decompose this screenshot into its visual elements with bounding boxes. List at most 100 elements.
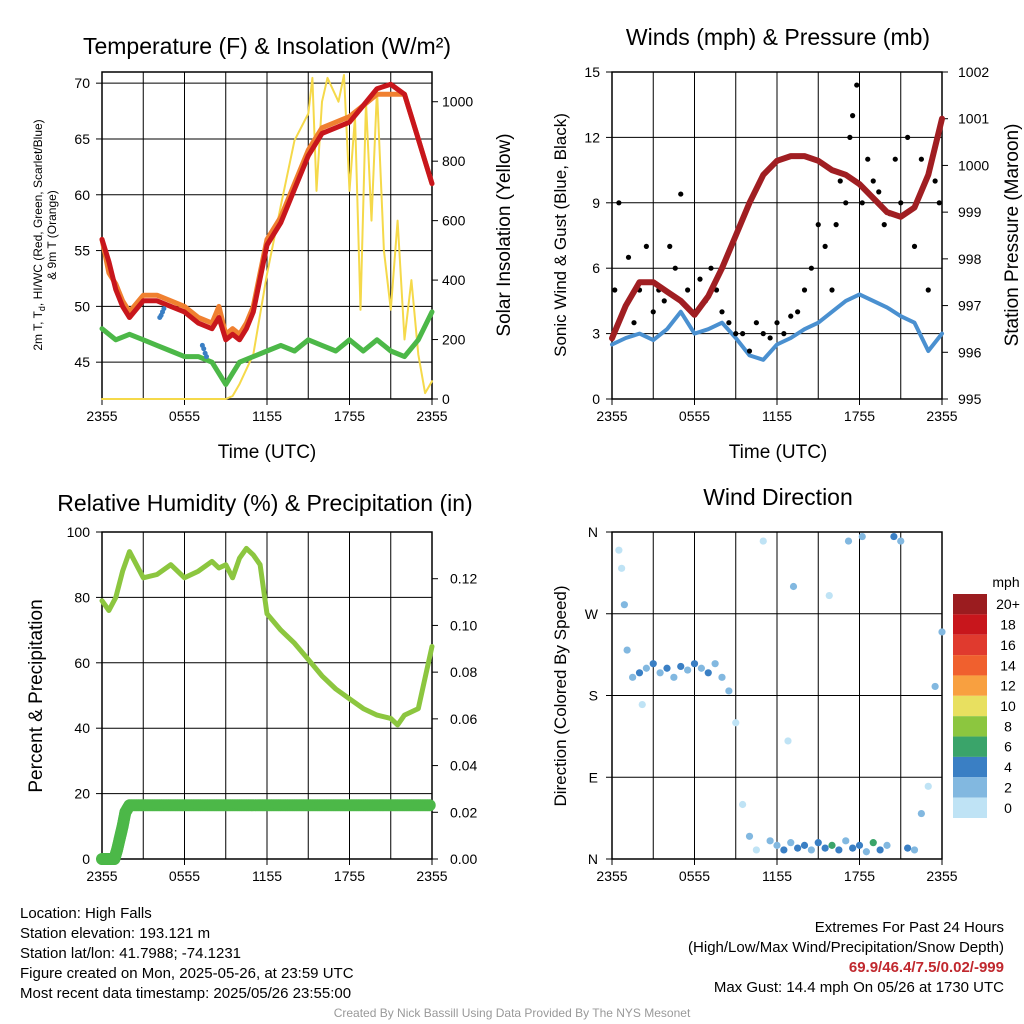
direction-point — [910, 846, 919, 854]
location-text: Location: High Falls — [20, 905, 152, 922]
x-tick-label: 1755 — [334, 868, 365, 884]
direction-point — [821, 844, 829, 852]
direction-point — [780, 846, 788, 854]
colorbar-label: 0 — [1004, 800, 1012, 816]
direction-point — [718, 673, 726, 681]
direction-point — [807, 846, 815, 854]
gust-point — [822, 243, 828, 249]
direction-point — [794, 844, 802, 852]
x-tick-label: 1155 — [762, 868, 792, 884]
direction-ylabel: Direction (Colored By Speed) — [551, 585, 570, 806]
gust-point — [911, 243, 918, 249]
pressure-ylabel: Station Pressure (Maroon) — [1002, 124, 1023, 347]
gust-point — [870, 178, 876, 184]
colorbar-label: 14 — [1000, 657, 1016, 673]
y2-tick-label: 998 — [958, 251, 982, 267]
winds-chart: Winds (mph) & Pressure (mb) 0 3 6 9 12 15 995 99… — [551, 24, 1023, 463]
heat-index-point — [161, 306, 167, 312]
direction-point — [649, 660, 657, 668]
x-tick-label: 2355 — [416, 408, 447, 424]
x-tick-label: 1155 — [252, 868, 282, 884]
created-text: Figure created on Mon, 2025-05-26, at 23… — [20, 965, 354, 982]
x-tick-label: 2355 — [926, 408, 957, 424]
extremes-subtitle: (High/Low/Max Wind/Precipitation/Snow De… — [688, 939, 1004, 956]
direction-point — [800, 841, 809, 849]
colorbar-cell — [953, 614, 987, 635]
y-tick-label: 80 — [74, 589, 90, 605]
gust-point — [685, 287, 691, 293]
max-gust-text: Max Gust: 14.4 mph On 05/26 at 1730 UTC — [713, 979, 1004, 996]
direction-point — [697, 664, 705, 672]
y-tick-label: W — [585, 606, 599, 622]
colorbar-cell — [953, 594, 987, 615]
gust-point — [661, 298, 667, 304]
direction-point — [784, 737, 792, 745]
gust-point — [616, 200, 622, 206]
solar-ylabel: Solar Insolation (Yellow) — [494, 133, 515, 336]
y-tick-label: 45 — [74, 354, 90, 370]
y-tick-label: E — [589, 769, 598, 785]
direction-point — [670, 673, 678, 681]
y2-tick-label: 1000 — [958, 157, 989, 173]
gust-point — [850, 113, 856, 119]
direction-point — [828, 841, 836, 849]
winds-xlabel: Time (UTC) — [729, 442, 828, 463]
direction-point — [725, 687, 733, 695]
direction-point — [814, 839, 822, 847]
direction-point — [623, 646, 631, 654]
y2-tick-label: 0.06 — [450, 711, 477, 727]
x-tick-label: 0555 — [679, 868, 710, 884]
gust-point — [847, 134, 853, 140]
direction-point — [773, 841, 781, 849]
y2-tick-label: 200 — [442, 332, 466, 348]
colorbar-cell — [953, 675, 987, 696]
gust-point — [876, 189, 882, 195]
station-info: Location: High Falls Station elevation: … — [20, 904, 354, 1004]
y2-tick-label: 1002 — [958, 64, 989, 80]
colorbar-cell — [953, 756, 987, 778]
y-tick-label: S — [589, 688, 598, 704]
y-tick-label: 55 — [74, 243, 90, 259]
temperature-chart: Temperature (F) & Insolation (W/m²) 45 50 5… — [31, 33, 515, 463]
y2-tick-label: 0.04 — [450, 758, 477, 774]
temperature-xlabel: Time (UTC) — [218, 442, 317, 463]
gust-point — [854, 82, 860, 88]
direction-point — [732, 719, 740, 727]
solar-line — [101, 74, 433, 400]
direction-point — [663, 664, 671, 672]
gust-point — [808, 265, 814, 271]
y2-tick-label: 1001 — [958, 111, 989, 127]
x-tick-label: 2355 — [596, 868, 627, 884]
y-tick-label: N — [588, 851, 598, 867]
direction-point — [825, 591, 833, 600]
direction-point — [656, 669, 664, 677]
y-tick-label: 20 — [74, 786, 90, 802]
gust-point — [837, 178, 843, 184]
gust-point — [795, 309, 801, 315]
y-tick-label: 40 — [74, 720, 90, 736]
direction-point — [869, 839, 877, 847]
heat-index-point — [201, 346, 207, 352]
direction-point — [752, 846, 760, 854]
direction-point — [638, 700, 646, 709]
x-tick-label: 1155 — [252, 408, 282, 424]
recent-data-text: Most recent data timestamp: 2025/05/26 2… — [20, 985, 352, 1002]
gust-point — [767, 335, 773, 341]
direction-point — [635, 669, 644, 677]
elevation-text: Station elevation: 193.121 m — [20, 925, 211, 942]
gust-point — [781, 331, 787, 337]
direction-point — [844, 537, 853, 545]
colorbar-cell — [953, 777, 987, 798]
gust-point — [905, 134, 911, 140]
x-tick-label: 2355 — [86, 868, 117, 884]
gust-point — [726, 320, 732, 326]
x-tick-label: 2355 — [596, 408, 627, 424]
direction-point — [855, 841, 864, 849]
temp_2m-line — [99, 81, 435, 343]
gust-point — [881, 222, 887, 228]
direction-point — [897, 537, 905, 545]
colorbar-cell — [953, 716, 987, 737]
gust-point — [697, 276, 703, 282]
x-tick-label: 1755 — [844, 408, 875, 424]
gust-point — [650, 309, 656, 315]
